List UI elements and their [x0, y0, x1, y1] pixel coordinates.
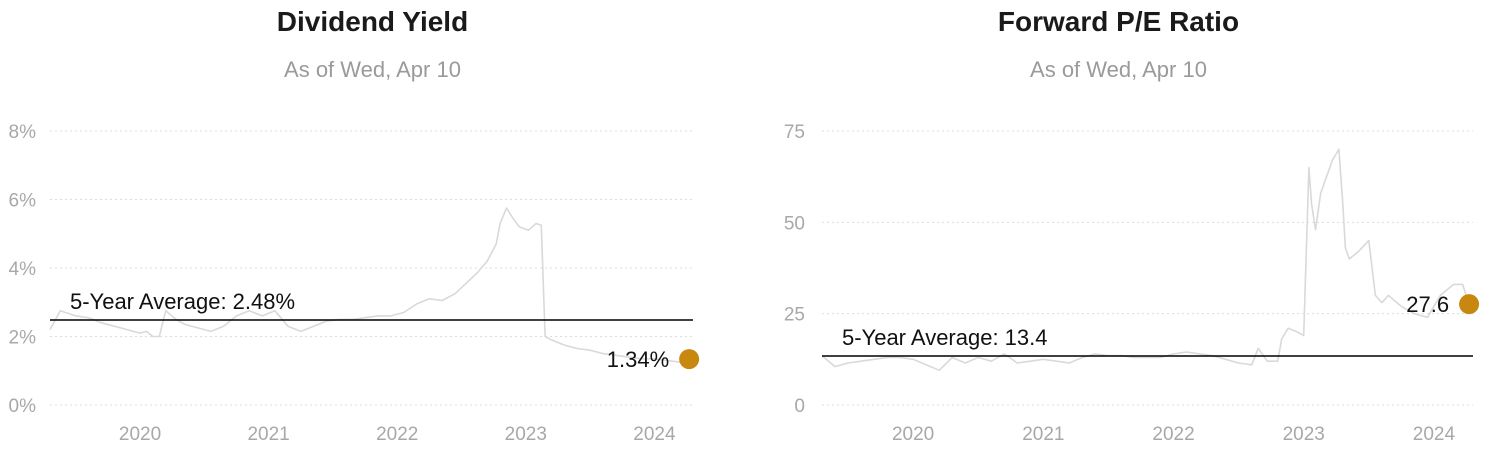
- y-tick-label: 6%: [9, 191, 37, 212]
- x-tick-label: 2022: [376, 424, 418, 445]
- y-tick-label: 4%: [9, 259, 37, 280]
- x-tick-label: 2023: [505, 424, 547, 445]
- current-value-marker: [1459, 294, 1480, 315]
- series-line: [49, 207, 690, 364]
- x-tick-label: 2023: [1283, 424, 1325, 445]
- series-line: [821, 148, 1470, 372]
- dividend-yield-plot: 0% 2% 4% 6% 8% 2020 2021 2022 2023 2024 5-Year Ave…: [9, 122, 700, 445]
- x-tick-label: 2020: [119, 424, 161, 445]
- average-label: 5-Year Average: 13.4: [842, 325, 1048, 350]
- chart-title: Dividend Yield: [276, 6, 469, 37]
- forward-pe-panel: Forward P/E Ratio As of Wed, Apr 10 0 25 5…: [746, 0, 1491, 452]
- y-tick-label: 0%: [9, 396, 37, 417]
- forward-pe-plot: 0 25 50 75 2020 2021 2022 2023 2024 5-Year Averag…: [784, 122, 1480, 445]
- x-tick-label: 2022: [1152, 424, 1194, 445]
- x-tick-label: 2024: [1413, 424, 1456, 445]
- y-tick-label: 75: [784, 122, 805, 143]
- chart-subtitle: As of Wed, Apr 10: [1030, 57, 1207, 82]
- x-tick-label: 2021: [247, 424, 289, 445]
- current-value-label: 1.34%: [607, 347, 669, 372]
- current-value-label: 27.6: [1406, 292, 1449, 317]
- x-tick-label: 2021: [1022, 424, 1064, 445]
- y-tick-label: 2%: [9, 328, 37, 349]
- current-value-marker: [679, 349, 700, 370]
- y-tick-label: 8%: [9, 122, 37, 143]
- x-tick-label: 2020: [892, 424, 934, 445]
- dividend-yield-panel: Dividend Yield As of Wed, Apr 10 0% 2% 4% 6…: [0, 0, 745, 452]
- chart-subtitle: As of Wed, Apr 10: [284, 57, 461, 82]
- y-tick-label: 0: [794, 396, 805, 417]
- x-tick-label: 2024: [633, 424, 676, 445]
- y-tick-label: 25: [784, 305, 805, 326]
- y-tick-label: 50: [784, 213, 805, 234]
- average-label: 5-Year Average: 2.48%: [70, 289, 295, 314]
- chart-title: Forward P/E Ratio: [997, 6, 1240, 37]
